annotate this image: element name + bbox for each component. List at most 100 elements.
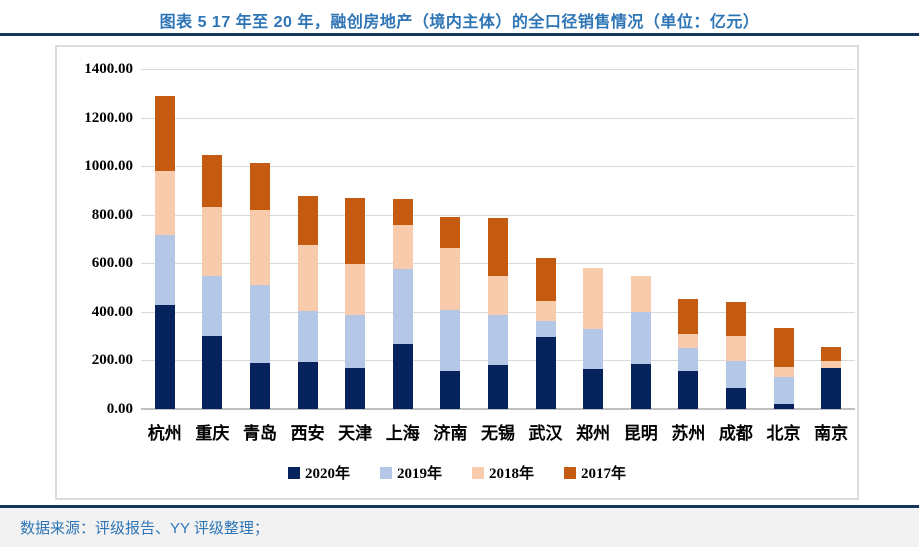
bar-segment-2017年	[250, 163, 270, 210]
bar-segment-2019年	[202, 276, 223, 337]
bar-segment-2020年	[488, 365, 508, 409]
bar-segment-2018年	[726, 336, 746, 362]
bar-苏州	[678, 299, 699, 409]
bar-segment-2020年	[154, 304, 175, 409]
legend-item-2018年: 2018年	[472, 462, 534, 483]
bar-segment-2018年	[345, 263, 366, 316]
gridline	[141, 166, 855, 168]
bar-segment-2019年	[773, 377, 794, 405]
bar-天津	[345, 197, 366, 409]
bar-segment-2019年	[392, 269, 413, 344]
bar-昆明	[630, 275, 651, 409]
bar-segment-2020年	[583, 368, 604, 409]
y-tick-label: 1000.00	[84, 158, 133, 175]
bar-segment-2018年	[630, 275, 651, 313]
bar-segment-2019年	[726, 361, 746, 389]
bar-segment-2017年	[440, 216, 461, 248]
x-axis: 杭州 重庆 青岛 西安 天津 上海 济南 无锡 武汉 郑州 昆明 苏州 成都 北京 南京	[141, 419, 855, 445]
x-label-郑州: 郑州	[576, 424, 611, 443]
bar-segment-2020年	[535, 336, 556, 409]
x-label-武汉: 武汉	[528, 424, 563, 443]
bar-segment-2018年	[392, 225, 413, 270]
bar-segment-2020年	[821, 367, 842, 409]
x-label-西安: 西安	[290, 424, 325, 443]
legend-label: 2017年	[581, 466, 627, 482]
bar-segment-2020年	[773, 404, 794, 409]
bar-segment-2018年	[440, 248, 461, 310]
x-label-无锡: 无锡	[480, 424, 515, 443]
bar-segment-2020年	[202, 336, 223, 409]
data-source-text: 数据来源：评级报告、YY 评级整理；	[20, 520, 269, 537]
legend-swatch-icon	[287, 466, 300, 479]
x-label-昆明: 昆明	[623, 424, 658, 443]
bar-segment-2018年	[535, 301, 556, 322]
gridline	[141, 214, 855, 216]
bar-segment-2019年	[440, 309, 461, 372]
bar-segment-2019年	[630, 312, 651, 365]
y-tick-label: 800.00	[91, 206, 133, 223]
x-label-上海: 上海	[385, 424, 420, 443]
bar-segment-2019年	[345, 315, 366, 368]
bar-青岛	[250, 163, 270, 409]
bar-segment-2019年	[535, 321, 556, 337]
bar-segment-2017年	[535, 258, 556, 302]
legend-label: 2018年	[489, 466, 535, 482]
bar-segment-2017年	[488, 217, 508, 276]
bar-segment-2020年	[440, 371, 461, 409]
bar-segment-2020年	[678, 371, 699, 409]
legend-item-2020年: 2020年	[287, 462, 350, 483]
y-tick-label: 600.00	[91, 255, 133, 272]
bar-segment-2017年	[202, 155, 223, 208]
x-label-杭州: 杭州	[147, 424, 182, 443]
gridline	[141, 69, 855, 70]
footer-divider	[0, 505, 919, 508]
legend-label: 2019年	[396, 466, 442, 482]
x-label-重庆: 重庆	[195, 424, 230, 443]
gridline	[141, 117, 855, 119]
bar-segment-2018年	[250, 209, 270, 286]
plot-area	[141, 69, 855, 410]
bar-segment-2020年	[392, 343, 413, 409]
bar-segment-2017年	[678, 299, 699, 335]
bar-武汉	[535, 258, 556, 409]
bar-segment-2018年	[773, 366, 794, 378]
x-label-济南: 济南	[433, 424, 468, 443]
bar-西安	[297, 195, 318, 409]
legend: 2020年 2019年 2018年 2017年	[57, 462, 857, 483]
bar-segment-2020年	[297, 362, 318, 409]
bar-segment-2017年	[821, 347, 842, 362]
bar-segment-2019年	[678, 348, 699, 372]
legend-item-2017年: 2017年	[564, 462, 626, 483]
bar-segment-2017年	[726, 301, 746, 337]
bar-segment-2019年	[154, 235, 175, 305]
footer: 数据来源：评级报告、YY 评级整理；	[0, 508, 919, 547]
chart-frame: 1400.00 1200.00 1000.00 800.00 600.00 400.00 2…	[55, 45, 859, 500]
x-label-南京: 南京	[814, 424, 849, 443]
bar-segment-2017年	[154, 95, 175, 171]
x-label-苏州: 苏州	[671, 424, 706, 443]
bar-郑州	[583, 267, 604, 409]
bar-segment-2019年	[297, 311, 318, 363]
bar-segment-2017年	[297, 195, 318, 246]
y-tick-label: 400.00	[91, 303, 133, 320]
bar-segment-2019年	[250, 285, 270, 363]
bar-segment-2020年	[630, 364, 651, 409]
bar-segment-2017年	[773, 327, 794, 367]
legend-swatch-icon	[472, 466, 484, 479]
bar-segment-2019年	[583, 328, 604, 369]
bar-segment-2017年	[345, 197, 366, 264]
bar-segment-2019年	[488, 315, 508, 366]
y-tick-label: 200.00	[91, 352, 133, 369]
bar-济南	[440, 216, 461, 409]
bar-segment-2018年	[583, 267, 604, 329]
bar-segment-2018年	[678, 334, 699, 349]
x-label-成都: 成都	[718, 424, 753, 443]
bar-segment-2018年	[821, 361, 842, 368]
chart-title: 图表 5 17 年至 20 年，融创房地产（境内主体）的全口径销售情况（单位：亿…	[159, 14, 760, 31]
bar-南京	[821, 347, 842, 409]
bar-segment-2018年	[202, 207, 223, 277]
legend-swatch-icon	[564, 466, 577, 479]
y-tick-label: 1200.00	[84, 109, 133, 126]
y-tick-label: 1400.00	[84, 61, 133, 77]
bar-成都	[726, 301, 746, 409]
